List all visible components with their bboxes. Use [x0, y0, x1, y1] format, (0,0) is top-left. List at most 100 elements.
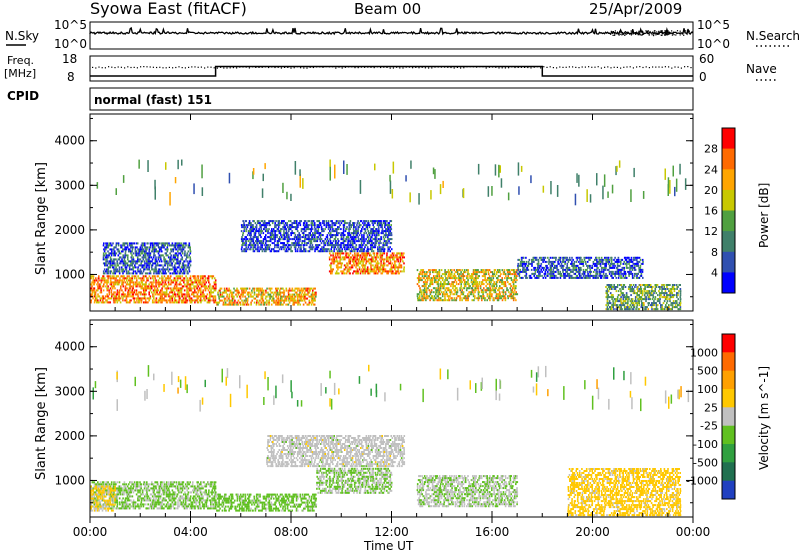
power-cell [133, 301, 136, 304]
power-cell [336, 230, 338, 233]
power-cell [430, 291, 433, 294]
power-cell [182, 248, 185, 251]
power-cell [164, 264, 166, 267]
power-cell [179, 289, 182, 292]
power-cell [204, 283, 206, 286]
power-cell [374, 228, 377, 231]
power-cell [274, 246, 276, 249]
power-cell [157, 275, 160, 278]
power-cell [155, 283, 157, 286]
power-cell [333, 244, 335, 247]
power-cell [300, 228, 303, 231]
power-cell [172, 244, 175, 247]
power-cell [138, 252, 140, 255]
nave-dot [600, 67, 602, 69]
power-cell [242, 234, 244, 237]
power-cell [321, 230, 324, 233]
power-cell [237, 303, 240, 306]
power-cell [107, 254, 109, 257]
power-cell [308, 236, 310, 239]
power-cell [278, 291, 281, 294]
power-cell [197, 295, 200, 298]
power-cell [454, 287, 457, 290]
power-cell [260, 301, 263, 304]
power-cell [508, 291, 510, 294]
power-cell [423, 287, 426, 290]
power-cell [190, 281, 193, 284]
power-cell [146, 268, 148, 271]
power-cell [340, 252, 342, 255]
power-cell [420, 289, 422, 292]
power-cell [173, 301, 176, 304]
power-cell [359, 244, 362, 247]
power-cell [342, 240, 345, 243]
power-cell [480, 295, 483, 298]
power-cell [192, 275, 194, 278]
power-cell [373, 234, 376, 237]
power-cell [374, 222, 376, 225]
power-cell [253, 228, 256, 231]
power-cell [302, 297, 305, 300]
power-cell [494, 287, 496, 290]
power-cell [331, 272, 333, 275]
power-cell [182, 242, 185, 245]
power-cell [253, 293, 256, 296]
power-cell [165, 293, 168, 296]
power-cell [386, 242, 388, 245]
power-cell [332, 240, 335, 243]
power-cell [132, 293, 135, 296]
power-cell [531, 260, 533, 263]
noise-search-dot [671, 34, 673, 36]
power-cell [427, 297, 429, 300]
power-cell [129, 301, 131, 304]
power-cell [321, 248, 323, 251]
power-cell [181, 295, 184, 298]
power-cell [275, 230, 277, 233]
power-cell [447, 287, 450, 290]
power-cell [111, 285, 114, 288]
power-cell [367, 270, 370, 273]
power-cell [349, 224, 351, 227]
power-cell [299, 289, 301, 292]
power-cell [118, 281, 121, 284]
power-cell [113, 291, 115, 294]
power-cell [283, 224, 286, 227]
power-cell [212, 287, 214, 290]
power-cell [297, 299, 300, 302]
power-cell [296, 248, 299, 251]
noise-search-dot [652, 31, 654, 34]
power-cell [179, 277, 182, 280]
power-cell [351, 236, 354, 239]
power-cell [515, 273, 517, 276]
power-cell [105, 299, 107, 302]
nave-dot [104, 67, 106, 69]
power-cell [419, 291, 421, 294]
freq-line [90, 65, 693, 77]
power-cell [147, 242, 149, 245]
power-cell [444, 269, 446, 272]
power-cell [362, 266, 364, 269]
power-cell [304, 238, 306, 241]
power-cell [349, 252, 352, 255]
power-cell [199, 291, 202, 294]
power-cell [179, 283, 181, 286]
power-cell [435, 275, 437, 278]
power-cell [353, 262, 355, 265]
power-cell [395, 264, 397, 267]
power-cell [369, 258, 372, 261]
power-cell [169, 301, 171, 304]
power-cell [330, 266, 332, 269]
power-cell [383, 230, 386, 233]
power-cell [165, 260, 168, 263]
power-cell [427, 279, 429, 282]
power-cell [135, 260, 138, 263]
power-cell [382, 222, 385, 225]
power-cell [345, 266, 347, 269]
power-cell [426, 283, 428, 286]
power-cell [189, 260, 192, 263]
power-cell [201, 283, 203, 286]
power-cell [381, 268, 384, 271]
power-cell [119, 260, 122, 263]
power-cell [289, 293, 291, 296]
power-cell [461, 281, 463, 284]
